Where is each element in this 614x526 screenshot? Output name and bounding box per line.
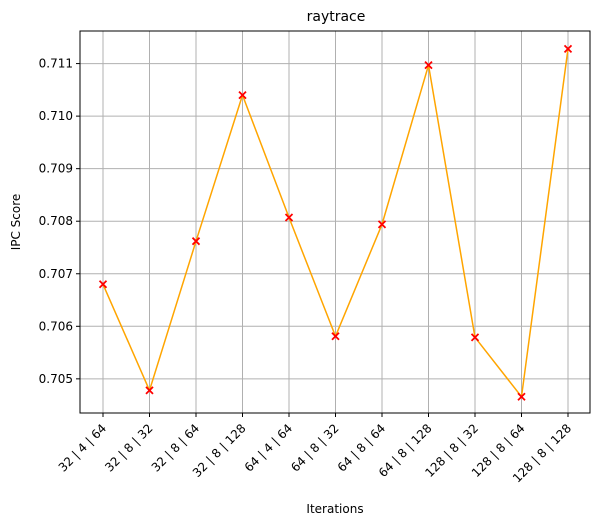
y-tick-label: 0.711 (39, 57, 73, 71)
chart-title: raytrace (307, 9, 366, 25)
y-tick-label: 0.709 (39, 162, 73, 176)
y-tick-label: 0.705 (39, 372, 73, 386)
x-tick-label: 32 | 4 | 64 (56, 421, 109, 474)
data-point-marker (98, 280, 108, 289)
data-point-marker (284, 213, 294, 222)
x-tick-label: 32 | 8 | 32 (102, 421, 155, 474)
data-point-marker (424, 61, 433, 70)
y-axis-title: IPC Score (9, 194, 23, 251)
x-tick-label: 64 | 8 | 32 (288, 421, 341, 474)
data-point-marker (377, 220, 387, 229)
grid-layer (80, 31, 590, 413)
y-tick-label: 0.710 (39, 109, 73, 123)
data-point-marker (563, 44, 573, 54)
plot-frame (79, 30, 591, 414)
data-point-marker (470, 333, 480, 342)
data-point-marker (331, 332, 340, 341)
y-tick-label: 0.708 (39, 214, 73, 228)
x-axis-title: Iterations (306, 502, 363, 516)
data-point-marker (517, 392, 526, 401)
y-tick-label: 0.707 (39, 267, 73, 281)
x-tick-label: 64 | 4 | 64 (242, 421, 295, 474)
data-point-marker (238, 90, 247, 100)
y-axis-ticks: 0.705 0.706 0.707 0.708 0.709 0.710 0.711 (39, 57, 80, 386)
series-layer (98, 44, 573, 401)
y-tick-label: 0.706 (39, 319, 73, 333)
data-point-marker (145, 386, 154, 395)
data-point-marker (191, 237, 201, 246)
